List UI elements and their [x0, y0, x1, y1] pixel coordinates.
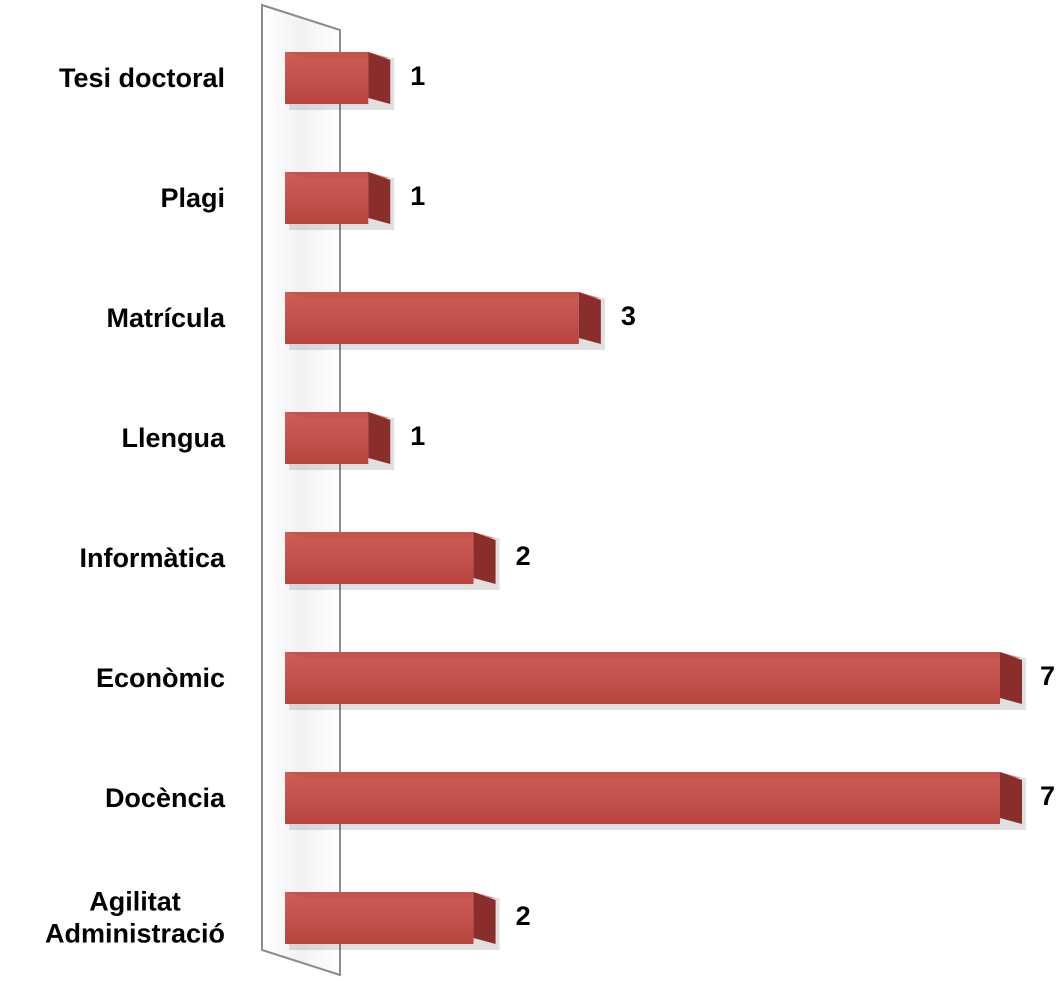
category-label: Plagi — [160, 182, 225, 213]
bar-top — [285, 412, 391, 418]
bar-front — [285, 652, 1000, 704]
bar-front — [285, 52, 369, 104]
bar-side — [1000, 652, 1022, 704]
value-label: 3 — [620, 300, 636, 331]
bar-top — [285, 172, 391, 178]
bar-top — [285, 892, 496, 898]
bar-front — [285, 892, 474, 944]
bar-side — [473, 892, 496, 944]
axis-wall — [261, 3, 341, 977]
category-label: Tesi doctoral — [58, 62, 225, 93]
category-label: Econòmic — [95, 662, 225, 693]
bar-side — [368, 52, 391, 104]
bar — [285, 52, 395, 110]
bar — [285, 892, 500, 950]
bar-front — [285, 532, 474, 584]
bar-top — [285, 52, 391, 58]
bar — [285, 652, 1026, 710]
bar-front — [285, 412, 369, 464]
bar-side — [368, 412, 391, 464]
bar — [285, 532, 500, 590]
category-label: Agilitat Administració — [44, 886, 225, 949]
bar-front — [285, 772, 1000, 824]
value-label: 1 — [410, 60, 426, 91]
bar-side — [1000, 772, 1022, 824]
bar-side — [473, 532, 496, 584]
value-label: 1 — [410, 180, 426, 211]
value-label: 7 — [1040, 780, 1056, 811]
value-label: 2 — [515, 540, 531, 571]
bar-top — [285, 532, 496, 538]
bar-top — [285, 292, 601, 298]
bar-side — [368, 172, 391, 224]
category-label: Docència — [104, 782, 225, 813]
value-label: 2 — [515, 900, 531, 931]
category-label: Llengua — [121, 422, 225, 453]
category-label: Matrícula — [106, 302, 225, 333]
bar-front — [285, 172, 369, 224]
bar — [285, 292, 605, 350]
bar-side — [578, 292, 601, 344]
bar-front — [285, 292, 579, 344]
value-label: 1 — [410, 420, 426, 451]
bar — [285, 412, 395, 470]
category-label: Informàtica — [79, 542, 225, 573]
bar-top — [285, 652, 1022, 658]
bar-top — [285, 772, 1022, 778]
bar — [285, 772, 1026, 830]
bar — [285, 172, 395, 230]
value-label: 7 — [1040, 660, 1056, 691]
